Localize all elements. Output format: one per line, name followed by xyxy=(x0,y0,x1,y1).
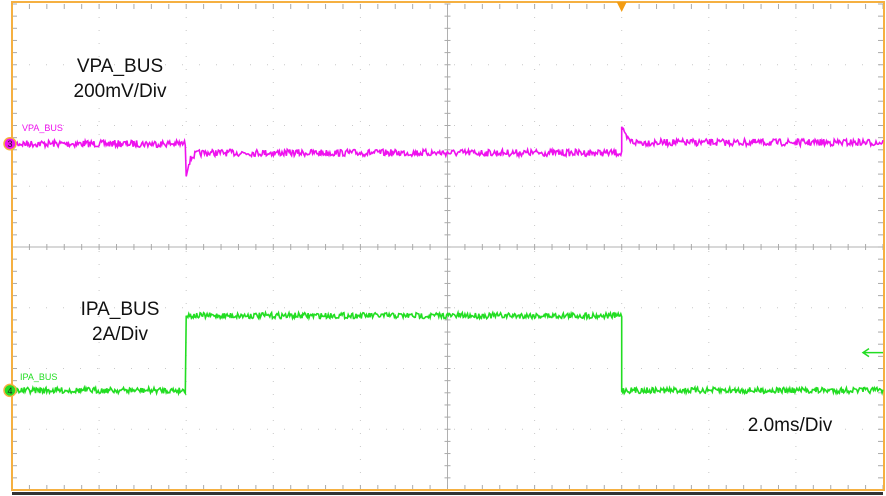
bottom-bar xyxy=(12,492,883,495)
channel-number-3: 3 xyxy=(7,139,12,149)
channel-marker-3 xyxy=(3,136,17,151)
ch3-trace-tag: VPA_BUS xyxy=(22,123,63,133)
channel-marker-4 xyxy=(3,383,17,398)
timebase-label: 2.0ms/Div xyxy=(747,415,833,436)
plot-border xyxy=(11,1,885,491)
ch4-trace-tag: IPA_BUS xyxy=(20,372,58,382)
ipa-name: IPA_BUS xyxy=(80,299,160,320)
trigger-position-icon xyxy=(616,2,627,12)
vpa-label: VPA_BUS 200mV/Div xyxy=(50,54,190,104)
ipa-scale: 2A/Div xyxy=(92,324,148,345)
vpa-name: VPA_BUS xyxy=(76,56,164,77)
channel-number-4: 4 xyxy=(7,386,12,396)
trace-ipa_bus xyxy=(11,309,884,397)
trace-vpa_bus xyxy=(11,126,884,177)
ipa-label: IPA_BUS 2A/Div xyxy=(50,297,190,347)
vpa-scale: 200mV/Div xyxy=(73,81,167,102)
